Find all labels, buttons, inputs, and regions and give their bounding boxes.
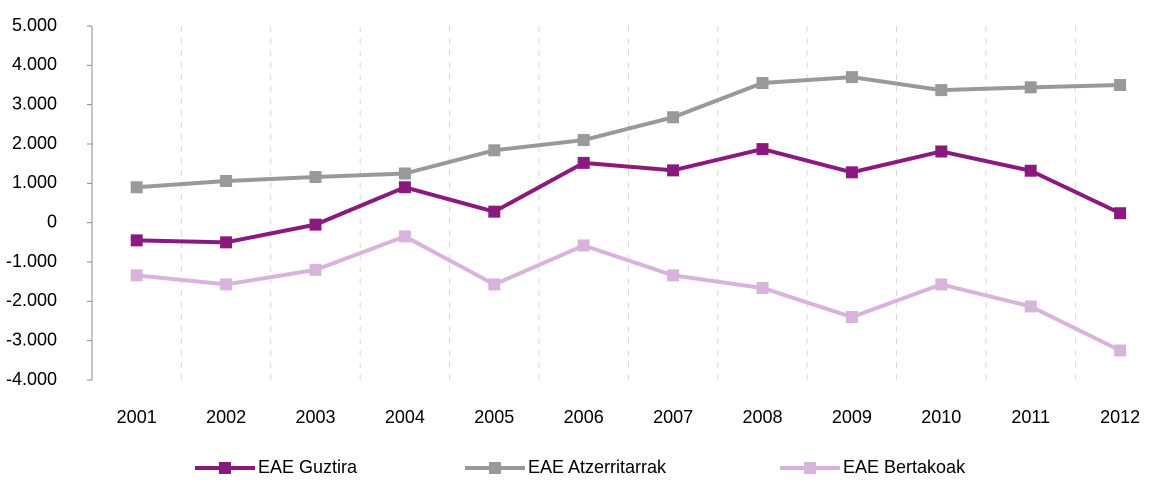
point-marker: [756, 143, 769, 156]
point-marker: [667, 111, 680, 124]
point-marker: [756, 281, 769, 294]
x-tick-label: 2004: [385, 407, 425, 427]
point-marker: [220, 236, 233, 249]
legend-marker: [804, 462, 816, 474]
legend-marker: [489, 462, 501, 474]
legend-label: EAE Guztira: [258, 457, 358, 477]
point-marker: [935, 278, 948, 291]
point-marker: [667, 164, 680, 177]
point-marker: [1024, 300, 1037, 313]
x-tick-label: 2008: [742, 407, 782, 427]
point-marker: [1114, 79, 1127, 91]
x-tick-label: 2005: [474, 407, 514, 427]
point-marker: [577, 156, 590, 169]
y-tick-label: 3.000: [12, 93, 57, 113]
point-marker: [845, 71, 858, 84]
point-marker: [667, 269, 680, 282]
x-tick-label: 2010: [921, 407, 961, 427]
series-line: [136, 147, 1121, 245]
y-tick-label: 2.000: [12, 133, 57, 153]
y-tick-label: -4.000: [6, 369, 57, 389]
x-tick-label: 2007: [653, 407, 693, 427]
series-line: [136, 75, 1121, 190]
x-tick-label: 2011: [1011, 407, 1050, 427]
point-marker: [1114, 207, 1127, 220]
point-marker: [309, 263, 322, 276]
y-tick-label: -3.000: [6, 329, 57, 349]
point-marker: [130, 234, 143, 247]
point-marker: [577, 134, 590, 147]
point-marker: [845, 311, 858, 324]
point-marker: [577, 239, 590, 252]
x-tick-label: 2006: [564, 407, 604, 427]
point-marker: [756, 77, 769, 90]
y-tick-label: 4.000: [12, 54, 57, 74]
y-tick-label: 5.000: [12, 15, 57, 35]
legend-marker: [219, 462, 231, 474]
y-tick-label: -1.000: [6, 251, 57, 271]
point-marker: [309, 218, 322, 231]
point-marker: [935, 145, 948, 158]
point-marker: [398, 230, 411, 243]
point-marker: [130, 269, 143, 282]
point-marker: [398, 167, 411, 180]
point-marker: [1114, 344, 1127, 357]
x-tick-label: 2002: [206, 407, 246, 427]
point-marker: [309, 171, 322, 184]
legend-label: EAE Bertakoak: [843, 457, 966, 477]
point-marker: [488, 144, 501, 157]
point-marker: [488, 278, 501, 291]
x-tick-label: 2003: [295, 407, 335, 427]
point-marker: [130, 181, 143, 194]
point-marker: [1024, 164, 1037, 177]
point-marker: [220, 174, 233, 187]
point-marker: [488, 205, 501, 218]
x-tick-label: 2001: [117, 407, 157, 427]
point-marker: [1024, 81, 1037, 94]
y-tick-label: -2.000: [6, 290, 57, 310]
x-tick-label: 2009: [832, 407, 872, 427]
point-marker: [398, 181, 411, 194]
legend-label: EAE Atzerritarrak: [528, 457, 667, 477]
y-tick-label: 0: [47, 211, 57, 231]
point-marker: [935, 84, 948, 97]
point-marker: [220, 278, 233, 291]
point-marker: [845, 166, 858, 179]
series-line: [136, 234, 1121, 353]
y-tick-label: 1.000: [12, 172, 57, 192]
x-tick-label: 2012: [1100, 407, 1140, 427]
